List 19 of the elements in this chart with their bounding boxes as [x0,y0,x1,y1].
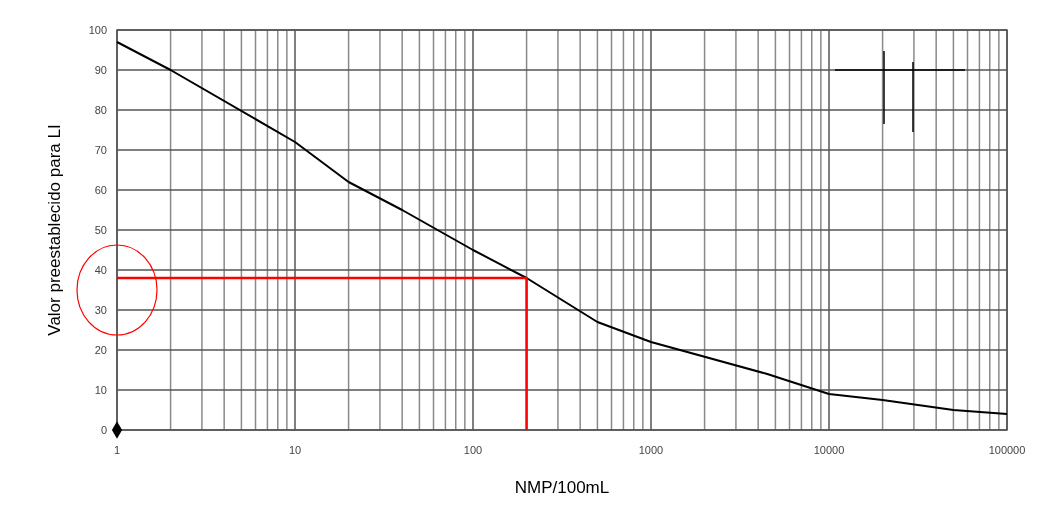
y-tick-label: 60 [94,184,107,196]
y-tick-label: 80 [94,104,107,116]
y-tick-label: 70 [94,144,107,156]
x-axis-title: NMP/100mL [514,478,610,497]
x-tick-label: 10000 [813,444,845,456]
y-tick-label: 0 [100,424,107,436]
y-tick-label: 20 [94,344,107,356]
y-tick-label: 10 [94,384,107,396]
y-tick-label: 40 [94,264,107,276]
y-tick-label: 50 [94,224,107,236]
y-axis-title: Valor preestablecido para LI [45,124,64,336]
x-tick-label: 100 [463,444,483,456]
x-tick-label: 1 [113,444,121,456]
x-tick-label: 1000 [638,444,664,456]
y-tick-label: 100 [88,24,107,36]
x-tick-label: 100000 [988,444,1026,456]
y-tick-label: 30 [94,304,107,316]
y-tick-label: 90 [94,64,107,76]
x-tick-label: 10 [288,444,302,456]
